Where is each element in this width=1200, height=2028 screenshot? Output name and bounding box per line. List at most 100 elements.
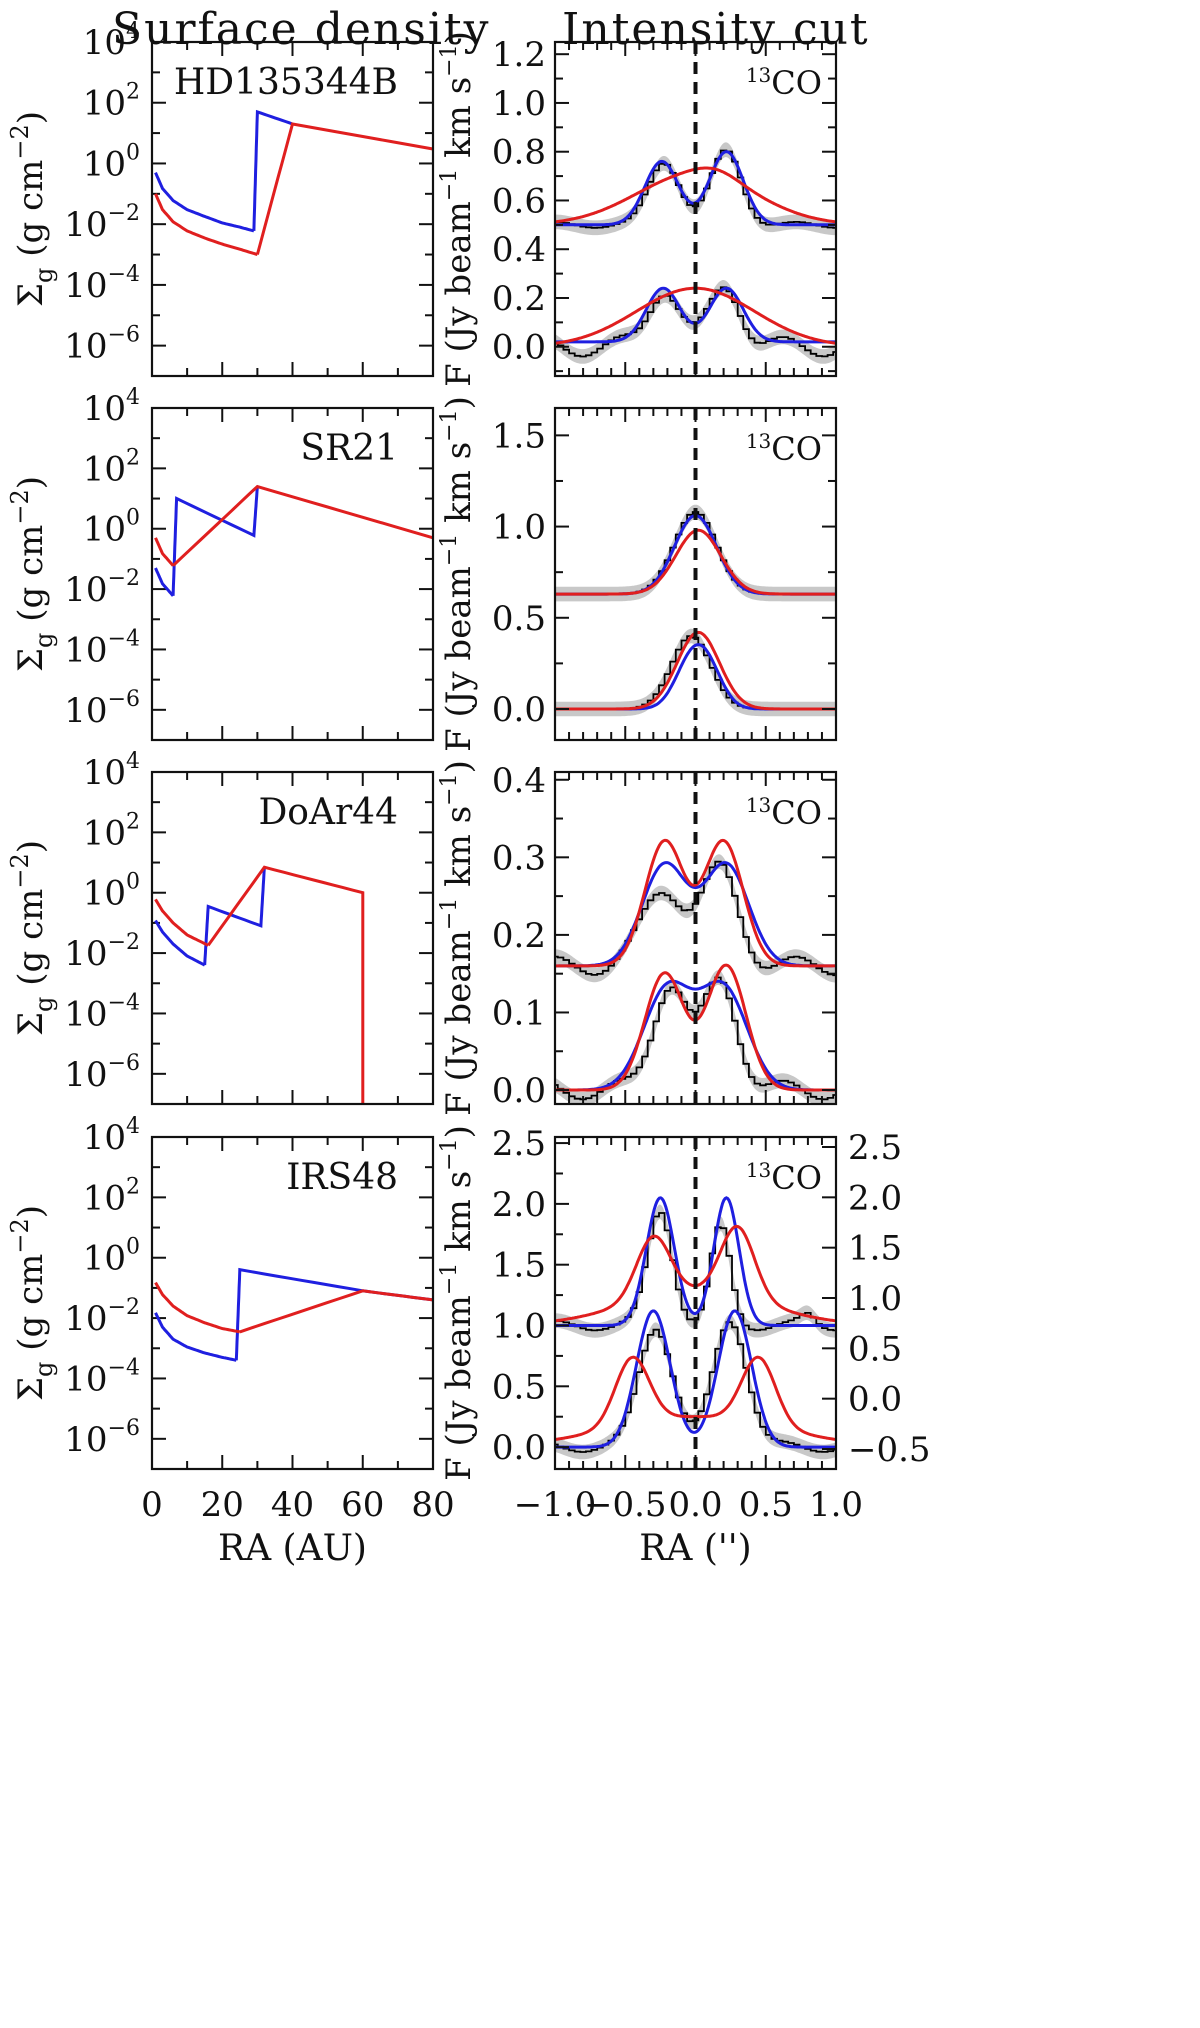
y-tick-label: 0.5 [492, 599, 546, 639]
y-tick-label: 0.3 [492, 838, 546, 878]
red-model-line [555, 166, 836, 224]
y-tick-label: 100 [83, 1235, 140, 1279]
surface-density-frame [150, 770, 435, 1106]
blue-model-line [154, 1312, 237, 1362]
y-tick-label: 100 [83, 506, 140, 550]
surface-density-frame [150, 40, 435, 378]
red-model-line [154, 898, 209, 947]
intensity-frame [553, 406, 838, 742]
intensity-panel-HD135344B: 0.0 0.2 0.4 0.6 0.8 1.0 1.2 13CO F (Jy beam−1 km… [437, 31, 837, 387]
y-axis-label: Σg (g cm−2) [6, 840, 58, 1036]
blue-model-line [555, 1309, 836, 1449]
source-name-label: HD135344B [174, 62, 398, 103]
intensity-panel-IRS48: 0.0 0.5 1.0 1.5 2.0 2.5 −0.5 0.0 0.5 1.0 1.5 2.0 2.5… [437, 1124, 931, 1481]
x-tick-label: 0.0 [668, 1485, 722, 1525]
y-tick-label: 104 [83, 1114, 140, 1158]
y-tick-label: 102 [83, 1174, 140, 1218]
x-tick-label: 60 [341, 1485, 384, 1525]
y-tick-label: 1.5 [492, 416, 546, 456]
y-tick-label: 0.2 [492, 279, 546, 319]
right-y-tick-label: 2.5 [848, 1128, 902, 1168]
y-axis-label: F (Jy beam−1 km s−1) [437, 1125, 479, 1481]
y-tick-label: 0.4 [492, 761, 546, 801]
data-histogram [555, 149, 836, 229]
line-species-label: 13CO [746, 793, 822, 832]
y-tick-label: 100 [83, 140, 140, 184]
line-species-label: 13CO [746, 1158, 822, 1197]
red-model-line [154, 193, 258, 256]
x-tick-label: 0.5 [739, 1485, 793, 1525]
right-column-title: Intensity cut [562, 4, 870, 55]
red-model-line [239, 1289, 434, 1334]
y-tick-label: 10−4 [64, 626, 140, 670]
right-y-tick-label: 2.0 [848, 1178, 902, 1218]
red-model-line [154, 1281, 241, 1334]
surface-density-frame [150, 406, 435, 742]
x-tick-label: 20 [201, 1485, 244, 1525]
blue-model-line [154, 567, 175, 597]
right-y-tick-label: −0.5 [848, 1430, 931, 1470]
line-species-label: 13CO [746, 63, 822, 102]
source-name-label: SR21 [300, 428, 398, 469]
red-model-line [555, 838, 836, 968]
y-tick-label: 1.5 [492, 1246, 546, 1286]
left-column-title: Surface density [112, 4, 491, 55]
surface-density-panel-HD135344B: 104 102 100 10−2 10−4 10−6 HD135344B Σg (g cm−2… [6, 19, 434, 377]
data-histogram [555, 976, 836, 1101]
blue-model-line [234, 1267, 434, 1361]
y-tick-label: 10−4 [64, 990, 140, 1034]
y-tick-label: 1.2 [492, 35, 546, 75]
x-tick-label: −0.5 [584, 1485, 667, 1525]
blue-model-line [154, 919, 206, 967]
y-tick-label: 10−4 [64, 262, 140, 306]
x-tick-label: −1.0 [514, 1485, 597, 1525]
surface-density-panel-DoAr44: 104 102 100 10−2 10−4 10−6 DoAr44 Σg (g cm−2) [6, 749, 434, 1105]
y-axis-label: F (Jy beam−1 km s−1) [437, 396, 479, 752]
data-error-band [555, 504, 836, 602]
y-tick-label: 1.0 [492, 508, 546, 548]
y-tick-label: 0.5 [492, 1367, 546, 1407]
red-model-line [172, 484, 434, 567]
right-y-tick-label: 1.5 [848, 1229, 902, 1269]
y-tick-label: 1.0 [492, 84, 546, 124]
y-tick-label: 2.5 [492, 1124, 546, 1164]
blue-model-line [252, 109, 294, 231]
y-tick-label: 10−4 [64, 1355, 140, 1399]
y-tick-label: 104 [83, 19, 140, 63]
y-tick-label: 0.0 [492, 1428, 546, 1468]
y-tick-label: 10−2 [64, 566, 140, 610]
y-tick-label: 0.1 [492, 993, 546, 1033]
intensity-panel-DoAr44: 0.0 0.1 0.2 0.3 0.4 13CO F (Jy beam−1 km s−1) [437, 760, 837, 1116]
y-tick-label: 102 [83, 80, 140, 124]
y-tick-label: 0.6 [492, 181, 546, 221]
y-tick-label: 0.0 [492, 328, 546, 368]
y-tick-label: 2.0 [492, 1185, 546, 1225]
y-tick-label: 1.0 [492, 1306, 546, 1346]
line-species-label: 13CO [746, 429, 822, 468]
y-tick-label: 104 [83, 749, 140, 793]
x-tick-label: 40 [271, 1485, 314, 1525]
right-y-tick-label: 1.0 [848, 1279, 902, 1319]
y-tick-label: 104 [83, 385, 140, 429]
y-tick-label: 10−6 [64, 1051, 140, 1095]
intensity-panel-SR21: 0.0 0.5 1.0 1.5 13CO F (Jy beam−1 km s−1) [437, 396, 837, 752]
y-tick-label: 10−2 [64, 201, 140, 245]
x-tick-label: 80 [411, 1485, 454, 1525]
source-name-label: IRS48 [286, 1157, 398, 1198]
y-tick-label: 0.0 [492, 1071, 546, 1111]
x-axis-label: RA (AU) [218, 1528, 367, 1569]
y-tick-label: 10−2 [64, 1295, 140, 1339]
intensity-frame [553, 770, 838, 1106]
y-tick-label: 102 [83, 445, 140, 489]
right-y-tick-label: 0.5 [848, 1329, 902, 1369]
y-tick-label: 0.0 [492, 690, 546, 730]
blue-model-line [203, 867, 266, 966]
red-model-line [206, 865, 365, 1104]
y-axis-label: F (Jy beam−1 km s−1) [437, 760, 479, 1116]
y-tick-label: 10−6 [64, 1416, 140, 1460]
y-tick-label: 102 [83, 809, 140, 853]
y-tick-label: 100 [83, 870, 140, 914]
surface-density-panel-IRS48: 104 102 100 10−2 10−4 10−6 IRS48 Σg (g cm−2) [6, 1114, 434, 1470]
y-tick-label: 0.8 [492, 133, 546, 173]
intensity-frame [553, 1135, 838, 1471]
